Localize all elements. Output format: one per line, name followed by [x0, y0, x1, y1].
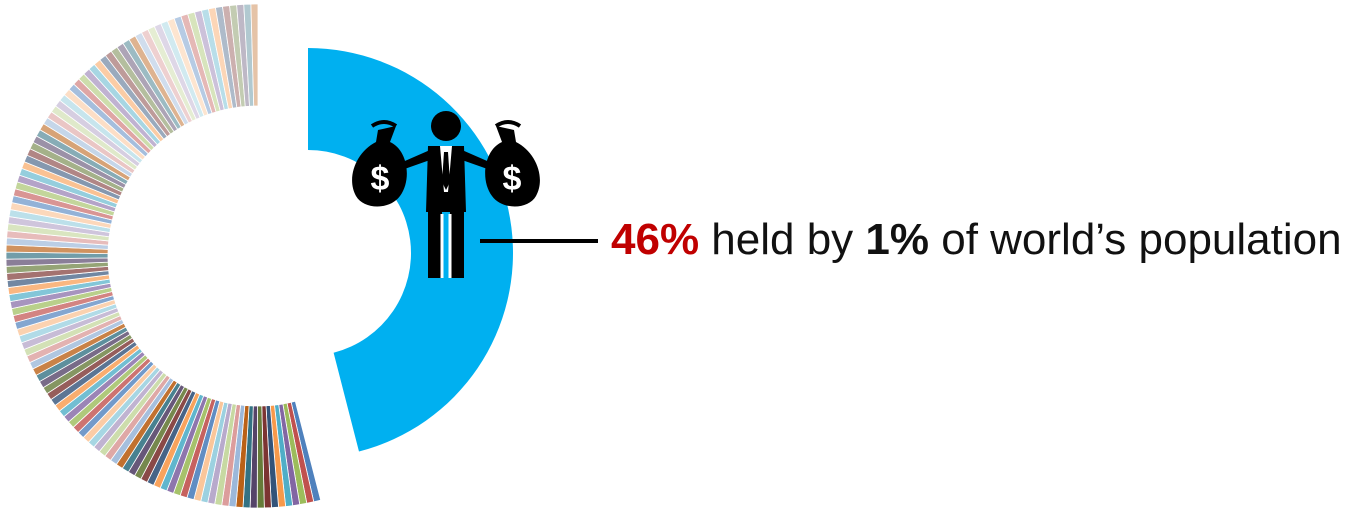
caption-end-text: of world’s population	[929, 215, 1342, 264]
svg-text:$: $	[371, 160, 390, 198]
slice-top-1-percent	[308, 48, 513, 452]
remaining-slice	[250, 3, 259, 107]
svg-text:$: $	[503, 160, 522, 198]
remaining-slices-group	[5, 3, 322, 509]
caption-middle-text: held by	[699, 215, 866, 264]
wealthy-man-with-money-bags-icon: $ $	[352, 111, 540, 278]
percent-population-label: 1%	[865, 215, 930, 264]
annotation-caption: 46% held by 1% of world’s population	[611, 214, 1342, 266]
percent-wealth-label: 46%	[611, 215, 700, 264]
